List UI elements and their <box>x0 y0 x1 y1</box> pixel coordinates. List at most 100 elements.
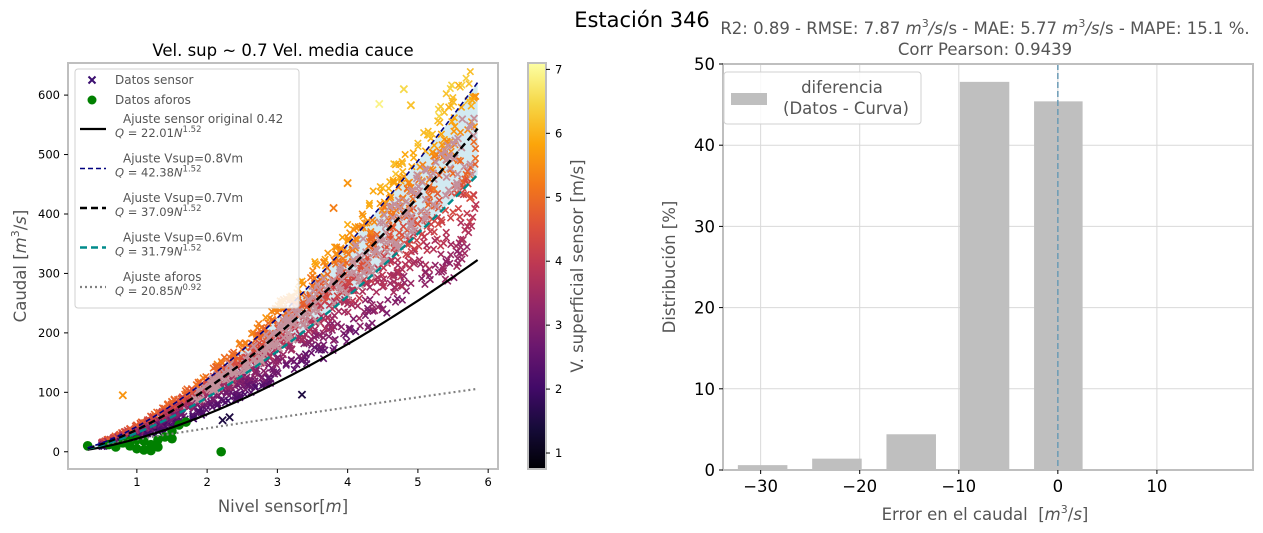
sensor-point <box>247 329 256 338</box>
title-unit-sup: 3 <box>922 17 929 30</box>
sensor-point <box>367 227 375 236</box>
sensor-point <box>398 296 407 304</box>
sensor-point <box>422 241 431 250</box>
left-x-axis-label: Nivel sensor[m] <box>218 497 348 516</box>
sensor-point <box>365 199 374 208</box>
sensor-point <box>373 230 381 239</box>
sensor-point <box>389 178 397 186</box>
left-x-tick-label: 5 <box>414 475 421 489</box>
right-x-ticks: −30 −20 −10 0 10 <box>743 470 1167 496</box>
title-unit-m: m <box>906 19 922 38</box>
left-chart-title: Vel. sup ~ 0.7 Vel. media cauce <box>152 41 413 60</box>
sensor-point <box>315 285 324 294</box>
sensor-point <box>365 237 374 246</box>
sensor-point <box>244 381 253 390</box>
sensor-point <box>346 229 354 237</box>
sensor-point <box>298 336 307 344</box>
sensor-point <box>446 250 455 259</box>
sensor-point <box>319 274 328 284</box>
histogram-bar <box>886 434 936 470</box>
histogram-bar <box>959 81 1010 470</box>
sensor-point <box>420 215 429 224</box>
sensor-point <box>457 103 466 112</box>
right-legend: diferencia (Datos - Curva) <box>723 71 922 125</box>
sensor-point <box>343 220 352 229</box>
sensor-point <box>416 260 425 268</box>
legend-equation: Q = 42.38N1.52 <box>115 165 201 180</box>
colorbar-tick-label: 7 <box>555 62 562 76</box>
sensor-point <box>443 255 452 264</box>
sensor-point <box>359 234 368 243</box>
sensor-point <box>462 74 470 83</box>
aforo-point <box>216 446 226 457</box>
right-legend-label-line1: diferencia <box>801 78 883 97</box>
sensor-point <box>208 403 217 412</box>
left-x-tick-label: 4 <box>344 475 351 489</box>
sensor-point <box>444 186 453 195</box>
right-y-tick-label: 20 <box>694 299 715 318</box>
sensor-point <box>297 354 306 362</box>
sensor-point <box>400 278 409 287</box>
sensor-point <box>372 246 381 255</box>
sensor-point <box>279 333 288 342</box>
title-unit-sup2: 3 <box>1078 17 1085 30</box>
sensor-point <box>312 331 321 340</box>
sensor-point <box>394 201 403 210</box>
sensor-point <box>429 200 438 209</box>
sensor-point <box>361 264 370 273</box>
left-y-tick-label: 400 <box>38 207 60 221</box>
sensor-point <box>386 202 395 211</box>
sensor-point <box>375 218 384 227</box>
sensor-point <box>320 257 329 266</box>
sensor-point <box>467 102 475 110</box>
sensor-point <box>358 210 367 218</box>
sensor-point <box>386 237 395 246</box>
left-x-tick-label: 2 <box>203 475 210 489</box>
sensor-point <box>382 247 391 256</box>
sensor-point <box>361 311 370 320</box>
left-legend: Datos sensor Datos aforos Ajuste sensor or… <box>74 68 300 309</box>
sensor-point <box>398 282 407 291</box>
sensor-point <box>161 408 170 416</box>
legend-item: Datos sensor <box>87 73 194 87</box>
sensor-point <box>448 117 456 126</box>
sensor-point <box>337 323 346 331</box>
sensor-outlier-point <box>118 391 128 400</box>
sensor-point <box>319 334 327 342</box>
sensor-point <box>121 427 129 436</box>
sensor-point <box>220 353 229 362</box>
fit-curve-ajuste-vsup-0-8vm <box>87 82 479 449</box>
sensor-point <box>315 331 323 339</box>
left-x-tick-label: 1 <box>133 475 140 489</box>
sensor-point <box>437 268 446 276</box>
right-x-tick-label: −20 <box>842 477 877 496</box>
sensor-point <box>390 159 398 168</box>
sensor-point <box>443 141 452 150</box>
sensor-point <box>282 317 291 326</box>
sensor-point <box>431 236 439 245</box>
sensor-point <box>287 355 296 364</box>
legend-label: Ajuste sensor original 0.42 <box>123 112 283 126</box>
right-x-tick-label: −10 <box>941 477 976 496</box>
right-x-axis-unit-m: m <box>1045 505 1061 524</box>
sensor-point <box>208 385 217 395</box>
sensor-point <box>456 235 465 244</box>
sensor-point <box>243 373 251 381</box>
left-y-tick-label: 500 <box>38 148 60 162</box>
right-y-tick-label: 0 <box>705 461 716 480</box>
sensor-point <box>397 174 406 183</box>
left-y-axis-label-text: Caudal [ <box>11 253 30 322</box>
sensor-point <box>251 377 259 385</box>
left-y-axis-label-close: ] <box>11 210 30 216</box>
right-legend-patch <box>731 93 767 105</box>
sensor-point <box>463 243 471 251</box>
right-chart-title-line2: Corr Pearson: 0.9439 <box>898 40 1072 59</box>
sensor-point <box>446 214 455 222</box>
sensor-point <box>222 389 230 398</box>
sensor-point <box>284 309 293 318</box>
sensor-point <box>330 243 339 251</box>
sensor-point <box>466 67 475 76</box>
sensor-point <box>302 317 311 326</box>
